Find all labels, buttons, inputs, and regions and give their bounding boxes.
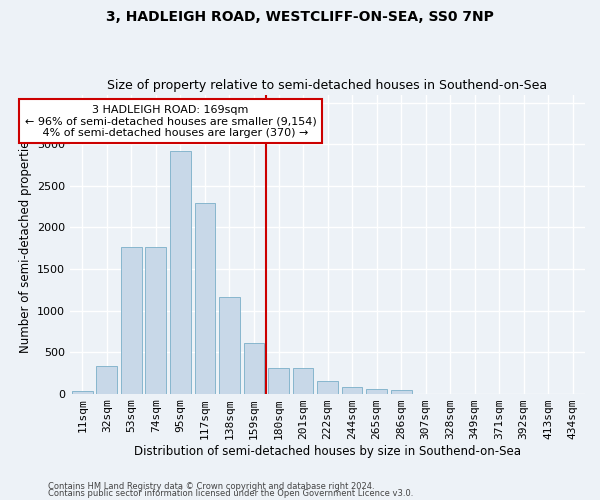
Bar — [366, 389, 387, 394]
Bar — [317, 381, 338, 394]
Y-axis label: Number of semi-detached properties: Number of semi-detached properties — [19, 135, 32, 354]
Bar — [219, 297, 240, 394]
X-axis label: Distribution of semi-detached houses by size in Southend-on-Sea: Distribution of semi-detached houses by … — [134, 444, 521, 458]
Bar — [72, 391, 93, 394]
Bar — [170, 151, 191, 394]
Text: 3, HADLEIGH ROAD, WESTCLIFF-ON-SEA, SS0 7NP: 3, HADLEIGH ROAD, WESTCLIFF-ON-SEA, SS0 … — [106, 10, 494, 24]
Bar — [97, 366, 117, 394]
Bar — [341, 388, 362, 394]
Text: Contains HM Land Registry data © Crown copyright and database right 2024.: Contains HM Land Registry data © Crown c… — [48, 482, 374, 491]
Text: Contains public sector information licensed under the Open Government Licence v3: Contains public sector information licen… — [48, 489, 413, 498]
Bar — [268, 368, 289, 394]
Bar — [293, 368, 313, 394]
Bar — [244, 343, 265, 394]
Bar — [121, 248, 142, 394]
Title: Size of property relative to semi-detached houses in Southend-on-Sea: Size of property relative to semi-detach… — [107, 79, 548, 92]
Bar — [194, 204, 215, 394]
Bar — [145, 248, 166, 394]
Text: 3 HADLEIGH ROAD: 169sqm
← 96% of semi-detached houses are smaller (9,154)
   4% : 3 HADLEIGH ROAD: 169sqm ← 96% of semi-de… — [25, 104, 316, 138]
Bar — [391, 390, 412, 394]
